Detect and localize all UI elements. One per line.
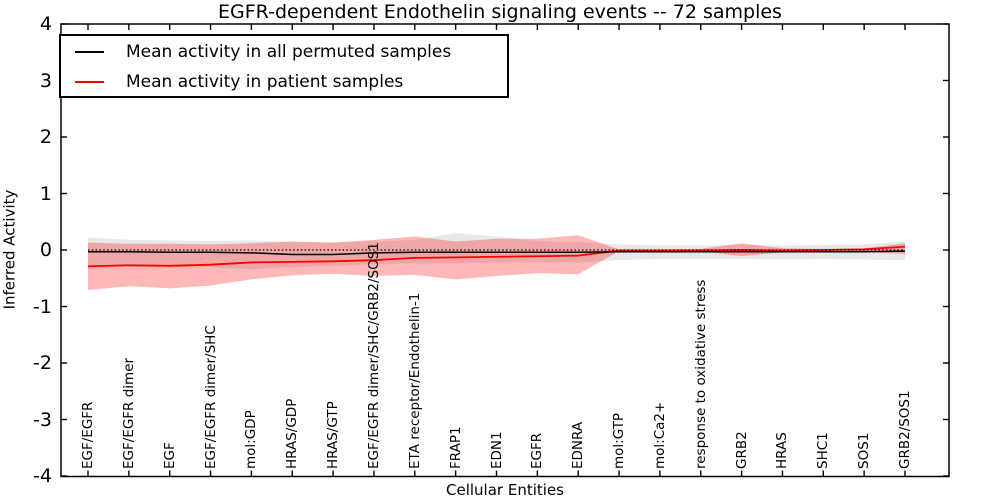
x-tick-label: EGF/EGFR dimer/SHC/GRB2/SOS1 [365, 242, 382, 469]
x-tick-label: SHC1 [815, 432, 832, 469]
x-tick-label: response to oxidative stress [692, 279, 709, 469]
y-tick-label: 0 [39, 239, 52, 261]
permuted-mean-line [88, 250, 906, 256]
x-tick-label: EGF [161, 442, 178, 469]
y-tick-label: 4 [39, 13, 52, 35]
x-tick-label: SOS1 [856, 432, 873, 469]
x-tick-label: EGFR [529, 432, 546, 469]
x-tick-label: HRAS/GDP [284, 398, 301, 469]
patient-band [88, 235, 905, 291]
permuted-band [88, 233, 905, 270]
legend: Mean activity in all permuted samples Me… [59, 34, 509, 98]
x-tick-label: EDNRA [570, 421, 587, 469]
x-tick-label: mol:GTP [611, 412, 628, 469]
x-tick-label: HRAS [774, 432, 791, 469]
legend-row: Mean activity in patient samples [61, 67, 507, 97]
y-tick-label: -1 [33, 295, 52, 318]
legend-line-permuted-icon [75, 51, 104, 53]
x-tick-label: EGF/EGFR [80, 401, 96, 469]
x-axis-label: Cellular Entities [446, 481, 564, 499]
y-tick-label: 1 [39, 182, 52, 205]
y-tick-label: -2 [33, 352, 52, 374]
legend-label: Mean activity in all permuted samples [126, 42, 452, 62]
x-tick-label: EGF/EGFR dimer [120, 357, 137, 469]
x-tick-label: FRAP1 [447, 426, 464, 469]
y-tick-label: 3 [39, 69, 52, 92]
legend-label: Mean activity in patient samples [126, 72, 404, 92]
y-tick-label: -4 [33, 465, 52, 487]
x-tick-label: mol:Ca2+ [651, 401, 668, 469]
chart-title: EGFR-dependent Endothelin signaling even… [218, 1, 782, 23]
y-tick-label: 2 [39, 126, 52, 148]
x-tick-label: GRB2/SOS1 [897, 390, 913, 469]
x-tick-label: EDN1 [488, 431, 505, 469]
y-tick-label: -3 [33, 408, 52, 431]
x-tick-label: ETA receptor/Endothelin-1 [406, 292, 423, 469]
x-tick-label: mol:GDP [243, 410, 260, 469]
x-tick-label: GRB2 [733, 431, 750, 469]
x-tick-label: EGF/EGFR dimer/SHC [202, 325, 219, 469]
legend-line-patient-icon [75, 81, 104, 83]
x-tick-label: HRAS/GTP [325, 401, 342, 469]
legend-row: Mean activity in all permuted samples [61, 37, 507, 67]
